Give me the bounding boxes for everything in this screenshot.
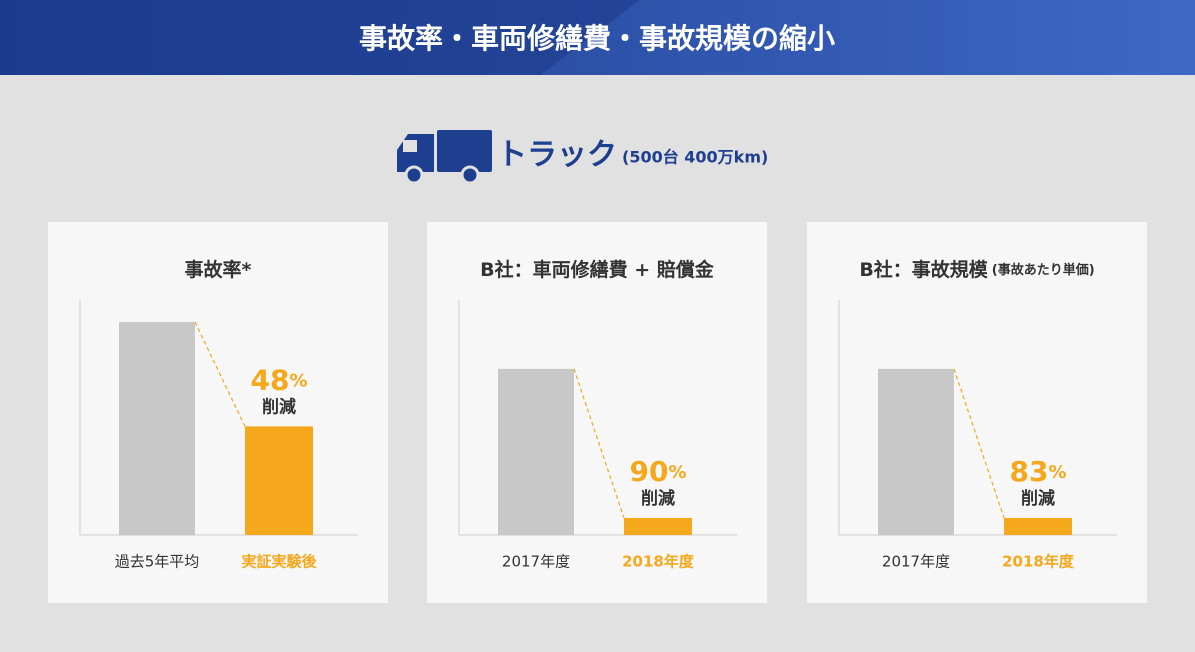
reduction-unit: % bbox=[668, 462, 686, 483]
header-accent bbox=[0, 0, 640, 75]
trend-dash bbox=[194, 321, 246, 427]
bar bbox=[878, 368, 954, 535]
chart-title-note: (事故あたり単価) bbox=[992, 262, 1095, 278]
chart-title: 事故率* bbox=[185, 258, 252, 281]
chart-title-main: B社：車両修繕費 + 賠償金 bbox=[480, 258, 715, 281]
reduction-value: 83% bbox=[1009, 455, 1066, 488]
reduction-value: 48% bbox=[250, 363, 307, 396]
chart-title: B社：事故規模 (事故あたり単価) bbox=[859, 258, 1094, 281]
reduction-unit: % bbox=[289, 370, 307, 391]
reduction-value: 90% bbox=[629, 455, 686, 488]
x-tick-label: 2017年度 bbox=[882, 553, 950, 571]
subheader-label: トラック bbox=[497, 138, 617, 173]
reduction-number: 90 bbox=[629, 455, 668, 488]
reduction-unit: % bbox=[1048, 462, 1066, 483]
chart-title-main: 事故率* bbox=[185, 258, 252, 281]
bar bbox=[1004, 517, 1072, 535]
header-title: 事故率・車両修繕費・事故規模の縮小 bbox=[359, 22, 835, 55]
x-tick-label: 過去5年平均 bbox=[115, 553, 200, 571]
reduction-label: 削減 bbox=[262, 396, 296, 417]
bar bbox=[498, 368, 574, 535]
panel-bg bbox=[427, 222, 767, 603]
x-tick-label: 2017年度 bbox=[502, 553, 570, 571]
truck-icon bbox=[397, 130, 492, 185]
reduction-number: 48 bbox=[250, 363, 289, 396]
bar bbox=[245, 426, 313, 535]
reduction-label: 削減 bbox=[1021, 488, 1055, 509]
x-tick-label: 実証実験後 bbox=[241, 553, 317, 571]
reduction-number: 83 bbox=[1009, 455, 1048, 488]
panel-bg bbox=[807, 222, 1147, 603]
chart-title: B社：車両修繕費 + 賠償金 bbox=[480, 258, 715, 281]
x-tick-label: 2018年度 bbox=[622, 553, 695, 571]
bar bbox=[119, 322, 195, 535]
chart-title-main: B社：事故規模 bbox=[859, 258, 988, 281]
x-tick-label: 2018年度 bbox=[1002, 553, 1075, 571]
bar bbox=[624, 517, 692, 535]
reduction-label: 削減 bbox=[641, 488, 675, 509]
trend-dash bbox=[573, 368, 625, 519]
trend-dash bbox=[953, 368, 1005, 519]
subheader-note: (500台 400万km) bbox=[622, 148, 768, 167]
panel-bg bbox=[48, 222, 388, 603]
